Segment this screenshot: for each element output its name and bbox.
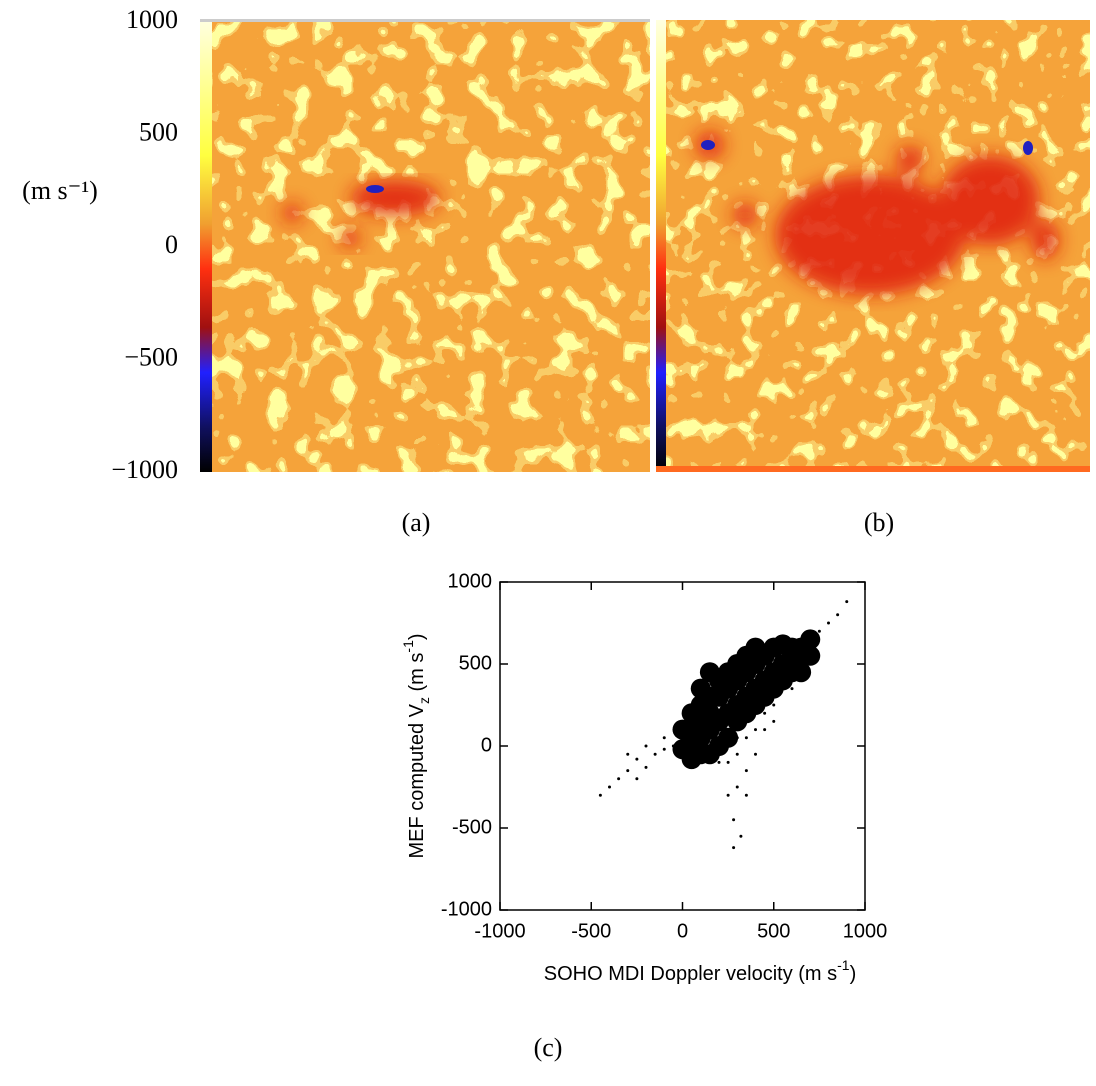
x-tick-label: -500	[571, 920, 611, 942]
y-label-sup: -1	[400, 640, 416, 653]
scatter-point	[717, 760, 721, 764]
scatter-point	[735, 752, 739, 756]
y-axis-label: MEF computed Vz (m s-1)	[400, 633, 432, 858]
y-tick-label: 1000	[126, 5, 178, 34]
scatter-point	[836, 613, 840, 617]
scatter-point	[763, 728, 767, 732]
x-tick-label: 0	[677, 920, 688, 942]
scatter-point	[635, 757, 639, 761]
panel-b	[656, 20, 1090, 472]
caption: (c)	[534, 1033, 563, 1062]
scatter-point	[745, 637, 766, 658]
y-tick-label: 0	[165, 230, 178, 259]
y-tick-label: 1000	[448, 570, 493, 592]
scatter-point	[732, 846, 736, 850]
y-tick-label: −1000	[111, 455, 178, 484]
scatter-point	[739, 834, 743, 838]
scatter-point	[671, 744, 675, 748]
panel-a	[200, 19, 650, 472]
scatter-point	[626, 769, 630, 773]
scatter-point	[644, 765, 648, 769]
scatter-point	[726, 760, 730, 764]
scatter-point	[635, 777, 639, 781]
scatter-point	[790, 687, 794, 691]
scatter-point	[772, 719, 776, 723]
scatter-point	[817, 629, 821, 633]
y-label-part: )	[406, 633, 428, 640]
scatter-point	[699, 662, 720, 683]
scatter-point	[744, 793, 748, 797]
x-axis-label: SOHO MDI Doppler velocity (m s-1)	[544, 957, 857, 986]
scatter-point	[626, 752, 630, 756]
x-tick-label: 500	[757, 920, 790, 942]
scatter-point	[681, 703, 702, 724]
x-label-part: )	[850, 963, 857, 985]
x-label-part: SOHO MDI Doppler velocity (m s	[544, 963, 837, 985]
scatter-point	[726, 793, 730, 797]
scatter-point	[845, 600, 849, 604]
scatter-point	[800, 629, 821, 650]
y-label-sub: z	[416, 697, 432, 704]
scatter-point	[653, 752, 657, 756]
scatter-point	[617, 777, 621, 781]
scatter-point	[791, 662, 812, 683]
y-tick-label: -500	[452, 816, 492, 838]
colorbar-label: (m s⁻¹)	[22, 176, 98, 205]
scatter-point	[608, 785, 611, 789]
scatter-point	[754, 728, 757, 732]
scatter-point	[827, 621, 830, 625]
scatter-point	[763, 711, 767, 715]
y-tick-label: 0	[481, 734, 492, 756]
scatter-point	[732, 818, 736, 822]
x-tick-label: 1000	[843, 920, 888, 942]
scatter-point	[735, 736, 739, 740]
scatter-point	[672, 719, 693, 740]
scatter-point	[744, 769, 748, 773]
scatter-point	[598, 793, 602, 797]
scatter-point	[644, 744, 648, 748]
y-label-part: MEF computed V	[406, 703, 428, 858]
scatter-point	[690, 678, 711, 699]
y-tick-label: 500	[139, 117, 178, 146]
caption: (b)	[864, 508, 894, 537]
x-label-sup: -1	[837, 957, 850, 973]
scatter-point	[744, 736, 748, 740]
scatter-point	[735, 785, 739, 789]
scatter-point	[800, 645, 821, 666]
scatter-point	[662, 747, 666, 751]
scatter-point	[681, 749, 702, 770]
scatter-point	[772, 703, 776, 707]
y-tick-label: −500	[124, 342, 178, 371]
caption: (a)	[402, 508, 431, 537]
y-label-part: (m s	[406, 653, 428, 697]
x-tick-label: -1000	[474, 920, 525, 942]
scatter-point	[754, 752, 757, 756]
scatter-point	[772, 670, 793, 691]
y-tick-label: 500	[459, 652, 492, 674]
scatter-point	[662, 736, 666, 740]
y-tick-label: -1000	[441, 898, 492, 920]
